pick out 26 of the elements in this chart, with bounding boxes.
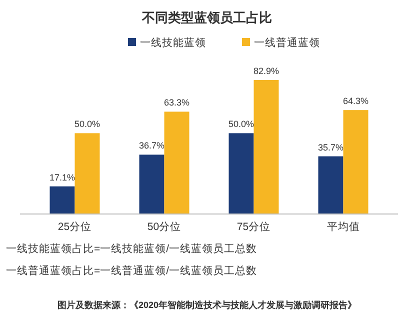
text: 一线普通蓝领占比=一线普通蓝领/一线蓝领员工总数	[6, 264, 258, 277]
bar	[228, 133, 254, 214]
text: 一线技能蓝领占比=一线技能蓝领/一线蓝领员工总数	[6, 242, 258, 255]
legend-label: 一线普通蓝领	[254, 36, 320, 49]
data-label: 50.0%	[74, 119, 100, 130]
data-label: 63.3%	[164, 98, 190, 108]
chart-title: 不同类型蓝领员工占比	[141, 10, 272, 25]
bar	[254, 80, 279, 214]
bar	[343, 110, 368, 214]
x-tick-label: 50分位	[147, 221, 182, 233]
bar	[318, 156, 344, 214]
data-label: 17.1%	[49, 172, 76, 182]
text: 图片及数据来源：《2020年智能制造技术与技能人才发展与激励调研报告》	[57, 300, 357, 310]
bar	[74, 133, 100, 214]
data-label: 36.7%	[138, 140, 165, 151]
data-label: 64.3%	[342, 96, 369, 106]
x-tick-label: 75分位	[236, 221, 271, 233]
bar	[164, 112, 190, 214]
bar	[50, 186, 75, 214]
data-label: 50.0%	[228, 119, 254, 130]
data-label: 35.7%	[318, 142, 344, 152]
x-tick-label: 25分位	[58, 221, 92, 233]
legend-label: 一线技能蓝领	[140, 36, 206, 49]
data-label: 82.9%	[253, 66, 280, 76]
x-tick-label: 平均值	[326, 221, 360, 233]
bar	[139, 154, 164, 214]
